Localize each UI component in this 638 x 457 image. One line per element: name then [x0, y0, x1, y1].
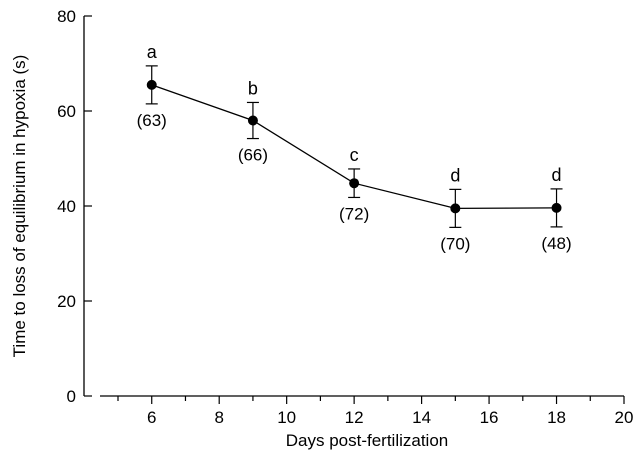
x-tick-label: 10: [277, 408, 296, 427]
x-tick-label: 8: [214, 408, 223, 427]
x-tick-label: 6: [147, 408, 156, 427]
chart-axes: 0 20 40 60 80 6 8 10 12 14 16 18 20: [57, 7, 633, 427]
significance-label: d: [552, 165, 562, 185]
data-point: [349, 178, 360, 189]
x-tick-label: 18: [547, 408, 566, 427]
sample-size-label: (63): [137, 111, 167, 130]
sample-size-label: (70): [440, 234, 470, 253]
data-point: [247, 115, 258, 126]
significance-label: d: [450, 165, 460, 185]
significance-label: c: [350, 145, 359, 165]
significance-label: b: [248, 78, 258, 98]
y-tick-label: 60: [57, 102, 76, 121]
y-tick-label: 0: [67, 387, 76, 406]
significance-label: a: [147, 42, 158, 62]
data-point: [146, 79, 157, 90]
x-tick-label: 16: [480, 408, 499, 427]
sample-size-label: (48): [541, 234, 571, 253]
chart-series: a (63) b (66) c (72) d (70) d (48): [137, 42, 572, 254]
x-tick-label: 12: [345, 408, 364, 427]
x-tick-label: 20: [615, 408, 634, 427]
y-axis-label: Time to loss of equilibrium in hypoxia (…: [10, 55, 29, 358]
x-tick-label: 14: [412, 408, 431, 427]
y-tick-label: 80: [57, 7, 76, 26]
data-point: [450, 203, 461, 214]
y-tick-label: 40: [57, 197, 76, 216]
data-point: [551, 202, 562, 213]
y-tick-label: 20: [57, 292, 76, 311]
sample-size-label: (66): [238, 146, 268, 165]
sample-size-label: (72): [339, 204, 369, 223]
x-axis-label: Days post-fertilization: [286, 431, 449, 450]
